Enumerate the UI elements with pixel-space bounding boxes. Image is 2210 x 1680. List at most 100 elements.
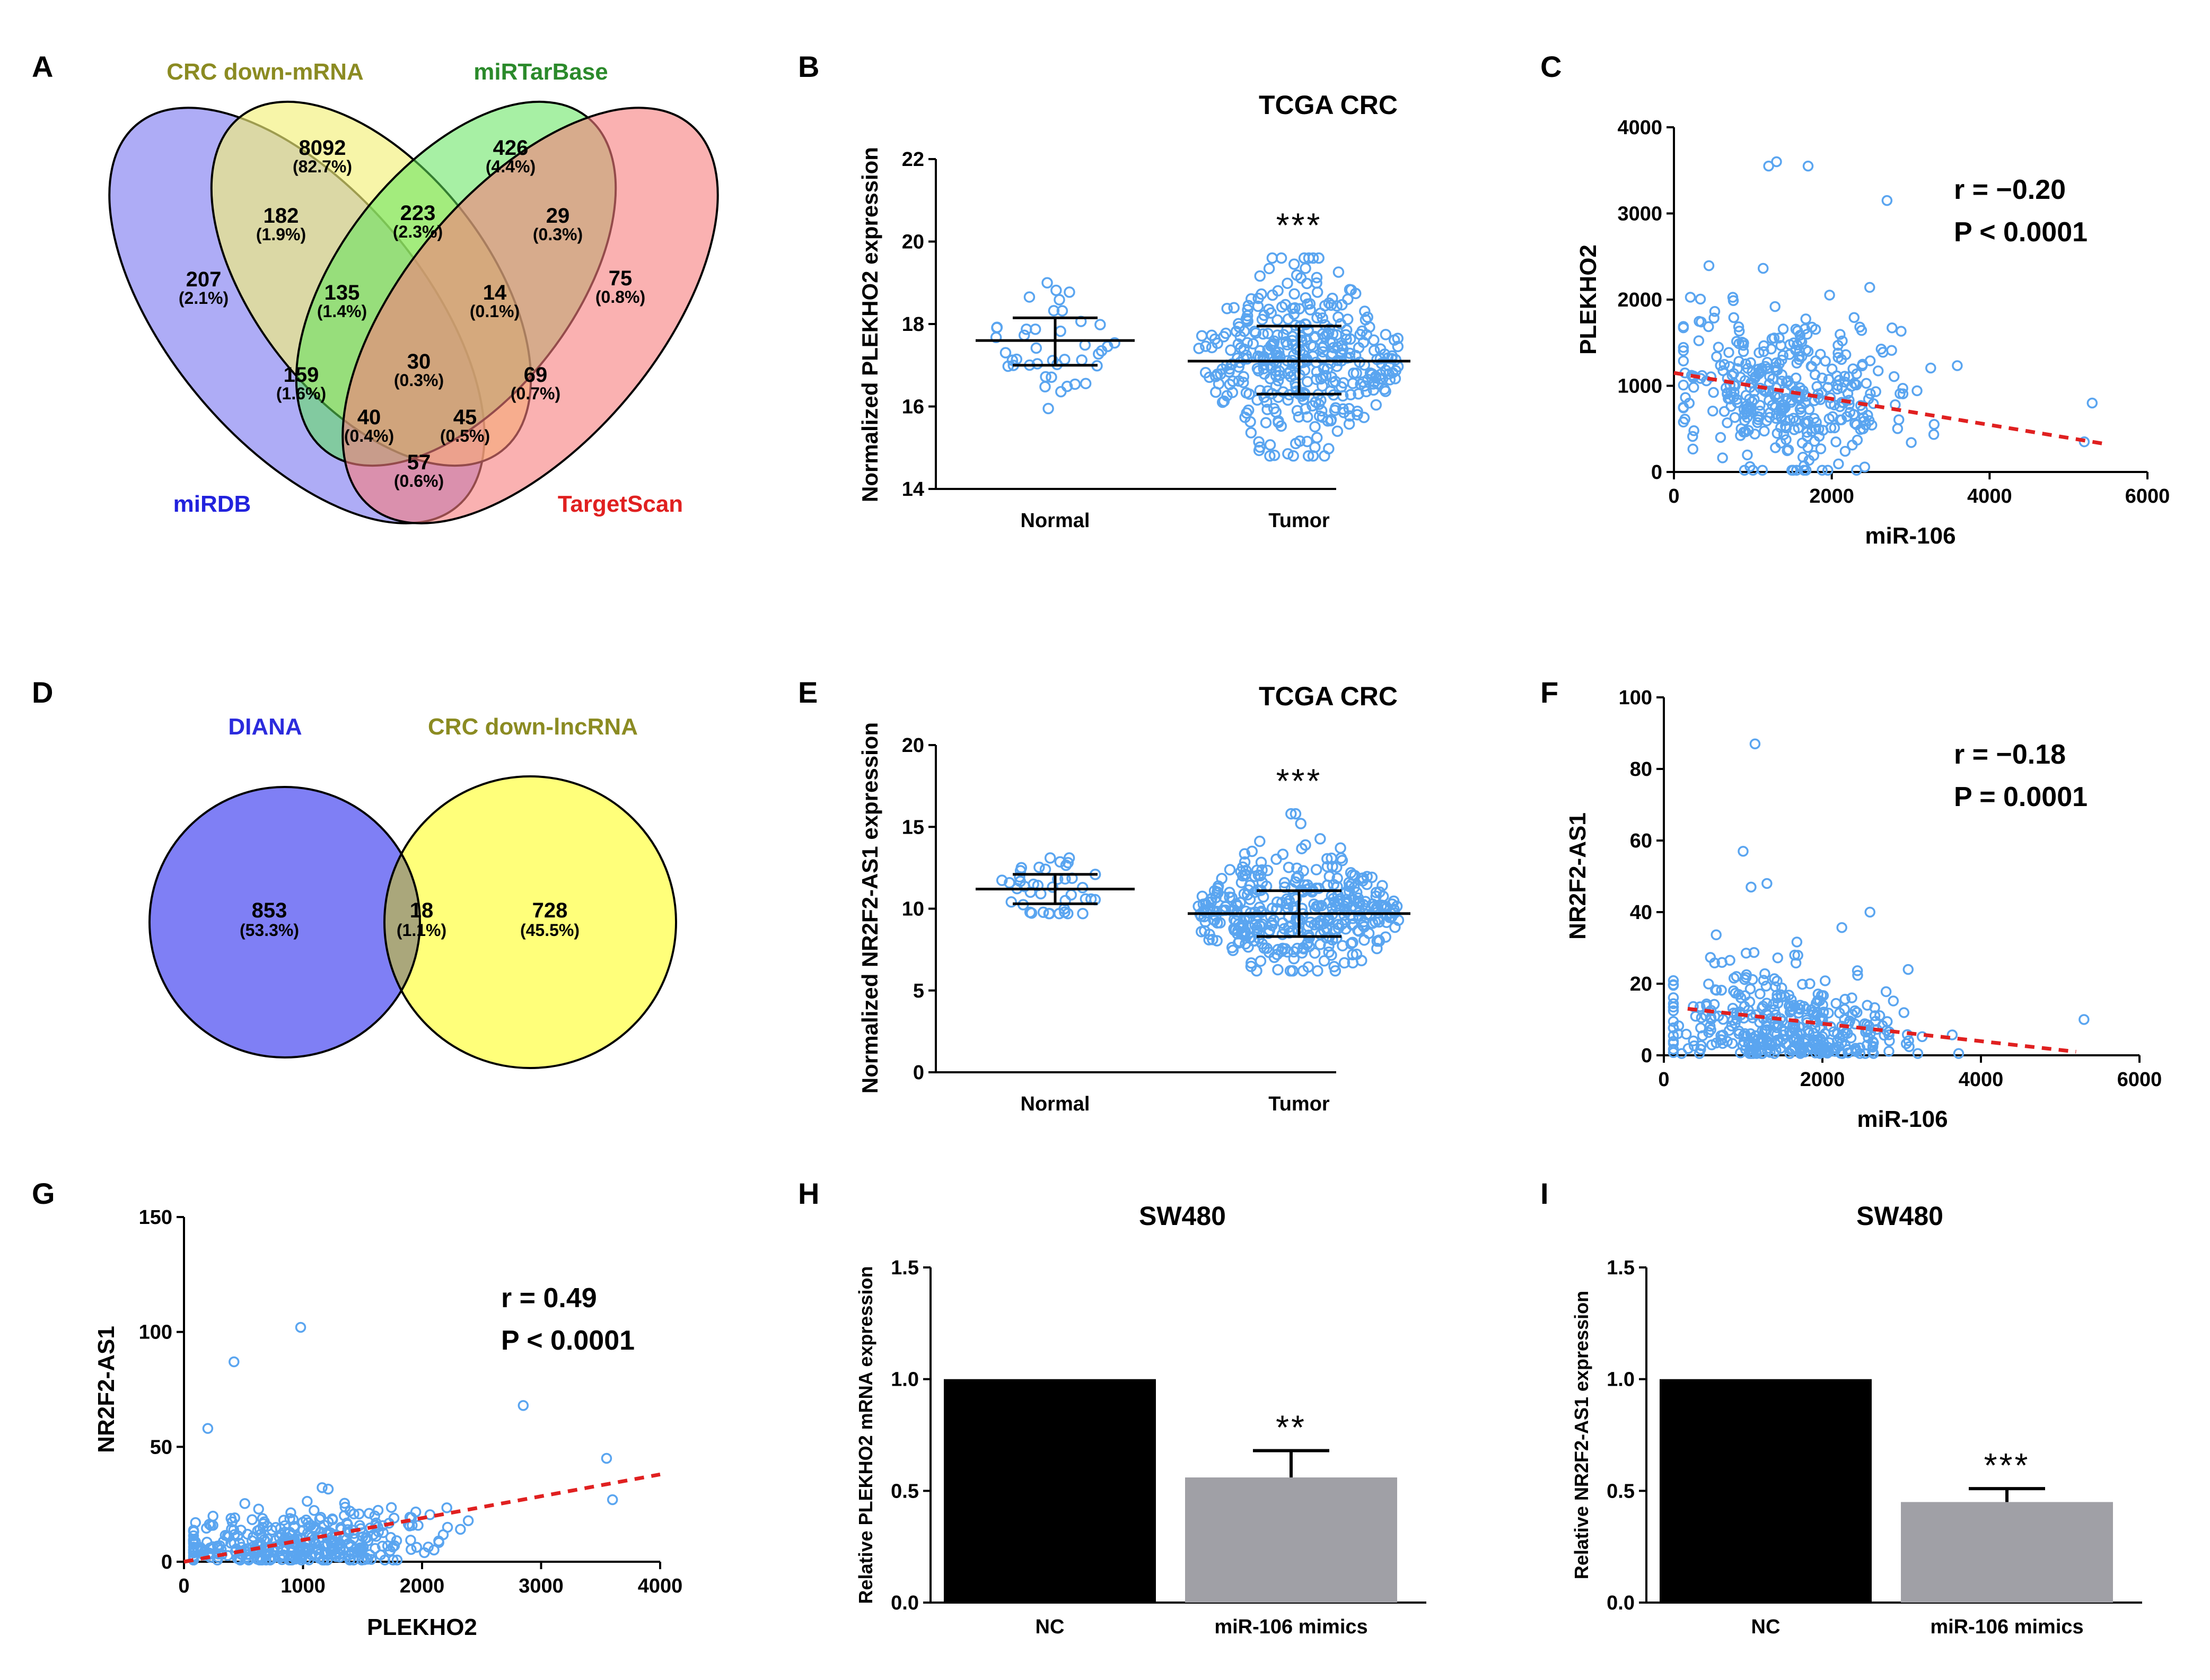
venn-percent: (0.5%) [440, 426, 490, 445]
regression-line [1673, 371, 2109, 447]
data-point [1668, 975, 1679, 986]
data-point [1690, 1011, 1702, 1022]
venn-title-crc-down-lncrna: CRC down-lncRNA [428, 714, 638, 740]
x-tick-label: 4000 [1967, 485, 2012, 508]
data-point [1239, 925, 1251, 938]
data-point [441, 1502, 452, 1513]
data-point [1830, 998, 1841, 1009]
data-point [317, 1482, 328, 1493]
venn-percent: (82.7%) [293, 157, 352, 176]
data-point [1745, 1045, 1756, 1056]
data-point [1788, 337, 1800, 348]
venn-region-mirtar-mirdb-ts: 40(0.4%) [344, 406, 394, 445]
data-point [462, 1515, 474, 1526]
data-point [1200, 340, 1212, 352]
data-point [1791, 465, 1802, 476]
scatter-points [1668, 738, 2090, 1059]
data-point [1765, 1040, 1776, 1051]
data-point [1668, 1022, 1679, 1034]
data-point [1249, 326, 1261, 337]
venn-percent: (53.3%) [240, 921, 299, 940]
data-point [1206, 329, 1217, 341]
panel-c: C PLEKHO2 miR-106 0 1000 2000 3000 4000 0 2000 400… [1540, 50, 2170, 549]
data-point [1897, 382, 1908, 394]
data-point [991, 322, 1003, 334]
data-point [1796, 401, 1807, 413]
data-point [1825, 422, 1837, 433]
data-point [1024, 906, 1036, 918]
data-point [1343, 418, 1355, 430]
data-point [1738, 346, 1749, 357]
data-point [202, 1423, 214, 1434]
venn-region-mirtar-only: 426(4.4%) [486, 136, 536, 176]
data-point [1892, 423, 1904, 434]
panel-label-e: E [798, 676, 818, 709]
data-point [1771, 156, 1782, 168]
data-point [433, 1537, 444, 1548]
data-point [1360, 896, 1371, 907]
data-point [1867, 1040, 1879, 1052]
data-point [1790, 372, 1802, 383]
data-point [410, 1506, 422, 1518]
data-point [1715, 432, 1726, 443]
y-tick-label: 5 [913, 980, 924, 1002]
data-point [1261, 404, 1273, 415]
data-point [1272, 964, 1284, 976]
data-point [1273, 416, 1284, 428]
data-point [1668, 992, 1679, 1003]
data-point [1795, 1048, 1806, 1059]
data-point [188, 1550, 199, 1562]
data-point [1245, 293, 1257, 305]
correlation-r: r = −0.20 [1954, 174, 2066, 205]
data-point [1780, 1038, 1792, 1049]
panel-label-a: A [32, 50, 53, 83]
data-point [1255, 856, 1267, 868]
data-point [1883, 1029, 1895, 1040]
data-point [388, 1512, 400, 1524]
venn-count: 159 [284, 363, 319, 387]
venn-region-crc-mirdb: 182(1.9%) [256, 204, 306, 244]
x-tick-label: 4000 [638, 1575, 683, 1597]
x-tick-label: 4000 [1959, 1069, 2004, 1091]
data-point [1783, 1000, 1795, 1012]
data-point [1757, 1048, 1768, 1059]
scatter-points [1678, 156, 2098, 476]
data-point [1668, 998, 1679, 1009]
data-point [1311, 432, 1323, 444]
data-point [1235, 877, 1248, 889]
data-point [1004, 877, 1015, 889]
data-point [1848, 312, 1860, 323]
data-point [1266, 252, 1278, 264]
data-point [379, 1554, 390, 1565]
bar-mimics [1185, 1477, 1397, 1603]
data-point [1258, 363, 1270, 374]
y-tick-label: 4000 [1617, 117, 1662, 139]
data-point [1288, 952, 1300, 965]
data-point [1253, 436, 1265, 448]
significance-marker: *** [1276, 762, 1322, 800]
data-point [1063, 852, 1075, 864]
venn-count: 18 [410, 899, 434, 922]
data-point [1722, 387, 1733, 398]
data-point [1059, 354, 1071, 365]
data-point [1796, 438, 1808, 449]
data-point [1817, 465, 1828, 476]
data-point [1291, 942, 1303, 955]
data-point [1268, 449, 1281, 461]
data-point [1836, 922, 1847, 933]
data-point [1286, 965, 1299, 977]
data-point [229, 1356, 240, 1368]
data-point [1391, 900, 1403, 912]
y-tick-label: 0.5 [891, 1480, 919, 1502]
data-point [1193, 343, 1205, 354]
data-point [1232, 937, 1244, 949]
data-point [2079, 436, 2090, 448]
venn-title-diana: DIANA [228, 714, 302, 740]
data-point [1747, 465, 1759, 476]
data-point [1368, 334, 1380, 346]
correlation-r: r = 0.49 [501, 1283, 597, 1314]
data-point [1240, 387, 1252, 399]
data-point [1374, 343, 1387, 355]
data-point [1696, 316, 1707, 328]
